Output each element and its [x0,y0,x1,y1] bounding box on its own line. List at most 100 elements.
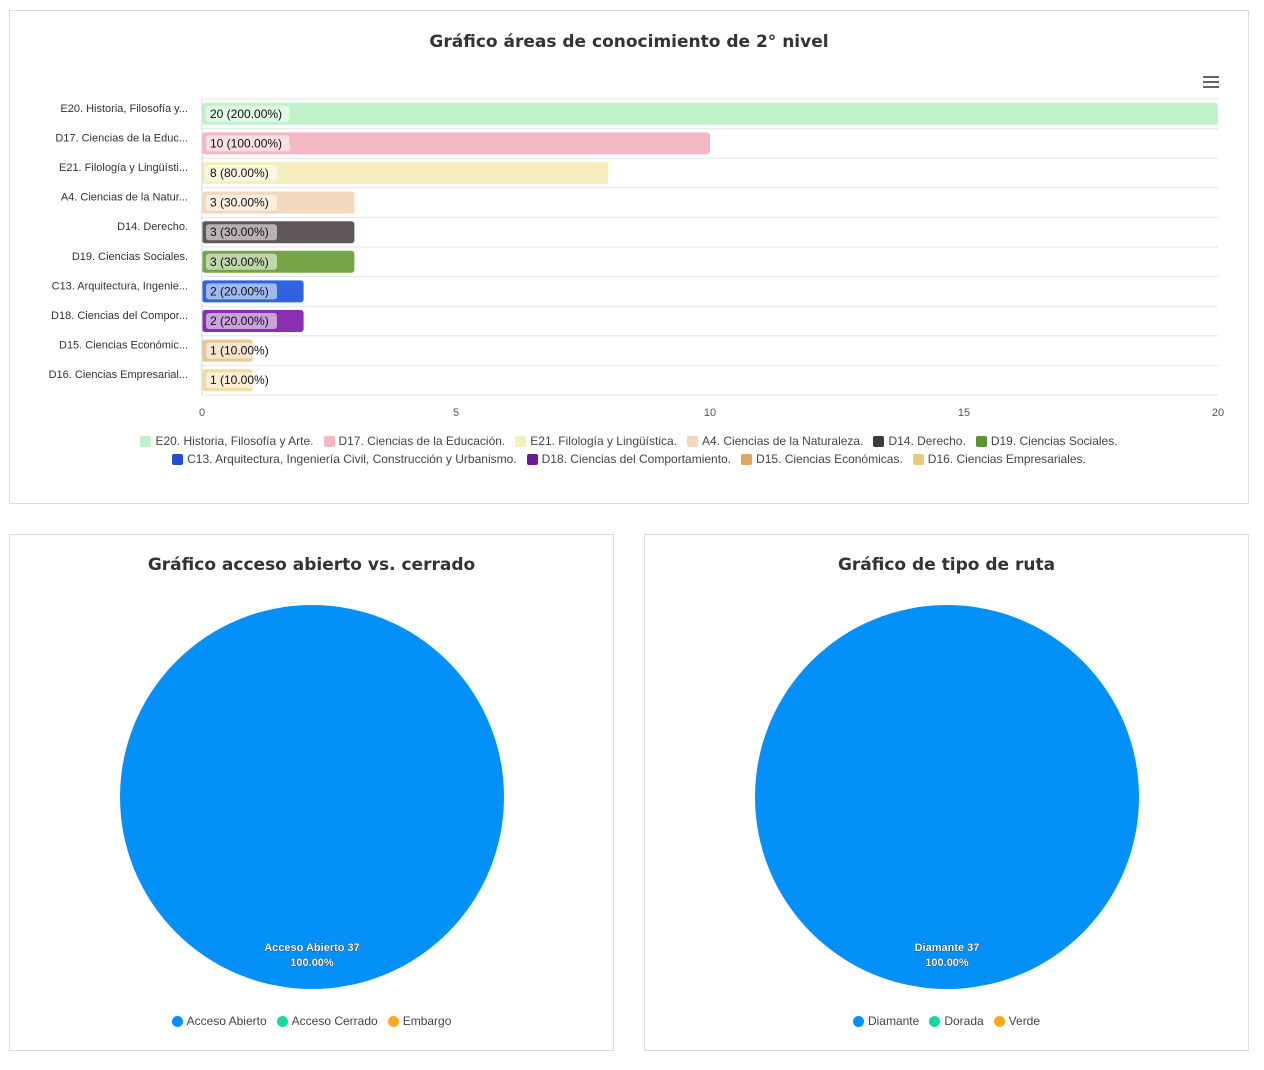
legend-item-acceso-cerrado[interactable]: Acceso Cerrado [276,1012,378,1030]
legend-label: A4. Ciencias de la Naturaleza. [702,434,864,448]
legend-item-verde[interactable]: Verde [993,1012,1041,1030]
bar-d17-ciencias-de-la-educ[interactable] [202,132,710,155]
legend-label: D19. Ciencias Sociales. [990,434,1118,448]
hamburger-menu-icon[interactable] [1203,76,1219,88]
data-label-background [206,224,277,241]
bar-data-label: 20 (200.00%) [210,107,282,121]
bar-data-label: 3 (30.00%) [210,255,269,269]
pie-slice-acceso-abierto[interactable] [120,605,504,989]
bar-data-label: 3 (30.00%) [210,196,269,210]
legend-label: D18. Ciencias del Comportamiento. [541,452,732,466]
legend-swatch [852,1015,864,1027]
bar-data-label: 10 (100.00%) [210,136,282,150]
legend-label: C13. Arquitectura, Ingeniería Civil, Con… [187,452,517,466]
x-tick-label: 5 [453,407,459,419]
y-category-label: D18. Ciencias del Compor... [51,310,188,322]
legend-item-d15-ciencias-economicas[interactable]: D15. Ciencias Económicas. [741,450,903,468]
legend-label: Dorada [944,1014,984,1028]
bar-chart-legend: E20. Historia, Filosofía y Arte. D17. Cie… [10,432,1248,468]
legend-label: D15. Ciencias Económicas. [756,452,903,466]
y-category-label: D14. Derecho. [117,221,188,233]
legend-swatch [276,1015,288,1027]
legend-swatch [171,1015,183,1027]
y-category-label: D17. Ciencias de la Educ... [55,132,188,144]
legend-label: D16. Ciencias Empresariales. [927,452,1086,466]
data-label-background [206,372,277,389]
legend-item-e21-filologia-y-linguistica[interactable]: E21. Filología y Lingüística. [515,432,677,450]
legend-swatch [975,435,987,447]
data-label-background [206,283,277,300]
y-category-label: A4. Ciencias de la Natur... [61,192,188,204]
x-tick-label: 0 [199,407,205,419]
pie-chart-access-plot: Acceso Abierto 37 100.00% [120,605,504,989]
data-label-background [206,105,290,122]
pie-data-label: Diamante 37 [915,942,980,954]
y-category-label: D16. Ciencias Empresarial... [49,369,188,381]
legend-swatch [912,453,924,465]
bar-data-label: 1 (10.00%) [210,344,269,358]
legend-label: Acceso Abierto [186,1014,267,1028]
data-label-background [206,342,277,359]
legend-swatch [515,435,527,447]
legend-item-embargo[interactable]: Embargo [387,1012,452,1030]
bar-data-label: 2 (20.00%) [210,314,269,328]
legend-item-d19-ciencias-sociales[interactable]: D19. Ciencias Sociales. [975,432,1118,450]
legend-item-diamante[interactable]: Diamante [852,1012,919,1030]
legend-swatch [741,453,753,465]
legend-item-d16-ciencias-empresariales[interactable]: D16. Ciencias Empresariales. [912,450,1086,468]
legend-item-d18-ciencias-del-comportamiento[interactable]: D18. Ciencias del Comportamiento. [526,450,732,468]
pie-chart-route-plot: Diamante 37 100.00% [755,605,1139,989]
legend-item-e20-historia-filosofia-y-arte[interactable]: E20. Historia, Filosofía y Arte. [140,432,314,450]
legend-label: Embargo [402,1014,452,1028]
legend-swatch [929,1015,941,1027]
pie-data-label: Acceso Abierto 37 [264,942,360,954]
legend-label: Acceso Cerrado [291,1014,378,1028]
bar-data-label: 1 (10.00%) [210,373,269,387]
legend-item-d14-derecho[interactable]: D14. Derecho. [873,432,966,450]
legend-item-a4-ciencias-de-la-naturaleza[interactable]: A4. Ciencias de la Naturaleza. [687,432,863,450]
legend-label: Verde [1008,1014,1041,1028]
data-label-background [206,253,277,270]
data-label-background [206,194,277,211]
legend-item-d17-ciencias-de-la-educacion[interactable]: D17. Ciencias de la Educación. [323,432,506,450]
data-label-background [206,165,277,181]
legend-swatch [323,435,335,447]
y-category-label: D19. Ciencias Sociales. [72,251,188,263]
legend-swatch [687,435,699,447]
legend-swatch [993,1015,1005,1027]
bar-data-label: 8 (80.00%) [210,166,269,180]
bar-e20-historia-filosofia-y[interactable] [202,102,1218,125]
pie-chart-route-panel: Gráfico de tipo de ruta Diamante 37 100.0… [644,534,1249,1051]
legend-swatch [172,453,184,465]
pie-chart-route-title: Gráfico de tipo de ruta [837,555,1056,575]
bar-chart-panel: Gráfico áreas de conocimiento de 2° nive… [9,10,1249,504]
pie-chart-route-legend: Diamante Dorada Verde [645,1012,1248,1030]
y-category-label: E21. Filología y Lingüísti... [59,162,188,174]
y-category-label: C13. Arquitectura, Ingenie... [52,280,188,292]
y-category-label: D15. Ciencias Económic... [59,340,188,352]
legend-item-dorada[interactable]: Dorada [929,1012,984,1030]
pie-chart-access-panel: Gráfico acceso abierto vs. cerrado Acces… [9,534,614,1051]
legend-swatch [526,453,538,465]
pie-slice-diamante[interactable] [755,605,1139,989]
bar-data-label: 2 (20.00%) [210,284,269,298]
bar-data-label: 3 (30.00%) [210,225,269,239]
legend-label: D17. Ciencias de la Educación. [338,434,506,448]
bar-e21-filologia-y-linguisti[interactable] [202,162,609,184]
bar-chart-title: Gráfico áreas de conocimiento de 2° nive… [429,32,829,52]
legend-label: E20. Historia, Filosofía y Arte. [155,434,314,448]
y-category-label: E20. Historia, Filosofía y... [60,103,188,115]
x-tick-label: 20 [1212,407,1224,419]
x-tick-label: 15 [958,407,970,419]
data-label-background [206,313,277,329]
pie-chart-access-title: Gráfico acceso abierto vs. cerrado [147,555,476,575]
legend-label: D14. Derecho. [888,434,966,448]
legend-swatch [387,1015,399,1027]
bar-chart-plot: 0 5 10 15 20 E20. Historia, Filosofía y... 20 … [49,98,1224,419]
pie-data-percent: 100.00% [925,957,969,969]
data-label-background [206,135,290,152]
legend-swatch [140,435,152,447]
pie-chart-access-legend: Acceso Abierto Acceso Cerrado Embargo [10,1012,613,1030]
legend-item-c13-arquitectura-ingenieria-civil-construccion-y-urbanismo[interactable]: C13. Arquitectura, Ingeniería Civil, Con… [172,450,517,468]
legend-item-acceso-abierto[interactable]: Acceso Abierto [171,1012,267,1030]
